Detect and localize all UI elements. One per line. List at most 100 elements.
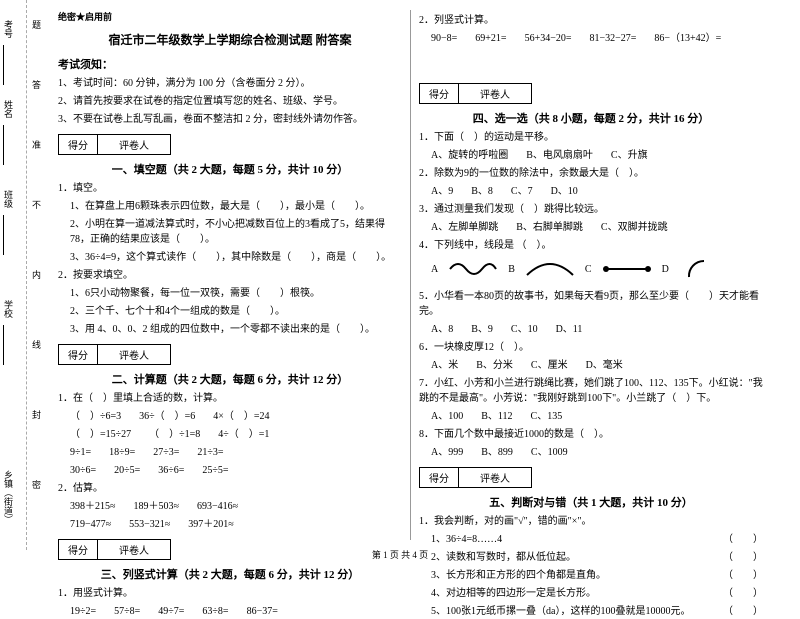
mc-opt: B、分米 <box>476 358 513 373</box>
calc-cell: （ ）÷6=3 <box>70 409 121 424</box>
binding-field: 考号 <box>2 20 15 38</box>
mc-stem: 8．下面几个数中最接近1000的数是（ ）。 <box>419 427 763 442</box>
calc-row: 90−8= 69+21= 56+34−20= 81−32−27= 86−（13+… <box>419 31 763 46</box>
calc-row: （ ）=15÷27 （ ）÷1=8 4÷（ ）=1 <box>58 427 402 442</box>
curve-line-icon <box>525 259 575 279</box>
score-box: 得分 评卷人 <box>419 467 532 488</box>
seal-mark: 内 <box>30 270 43 279</box>
score-box: 得分 评卷人 <box>419 83 532 104</box>
calc-cell: 63÷8= <box>202 604 228 619</box>
calc-cell: 18÷9= <box>109 445 135 460</box>
section-3-title: 三、列竖式计算（共 2 大题，每题 6 分，共计 12 分） <box>58 566 402 582</box>
notice-line: 1、考试时间：60 分钟，满分为 100 分（含卷面分 2 分）。 <box>58 76 402 91</box>
mc-stem: 7．小红、小芳和小兰进行跳绳比赛，她们跳了100、112、135下。小红说："我… <box>419 376 763 406</box>
section-1-title: 一、填空题（共 2 大题，每题 5 分，共计 10 分） <box>58 161 402 177</box>
calc-cell: 90−8= <box>431 31 457 46</box>
calc-row: 398＋215≈ 189＋503≈ 693−416≈ <box>58 499 402 514</box>
binding-field: 姓名 <box>2 100 15 118</box>
calc-cell: 36÷（ ）=6 <box>139 409 195 424</box>
mc-opt: A、左脚单脚跳 <box>431 220 498 235</box>
seal-mark: 不 <box>30 200 43 209</box>
score-label: 得分 <box>420 84 459 103</box>
grader-label: 评卷人 <box>98 345 170 364</box>
tf-item: 5、100张1元纸币摞一叠（da），这样的100叠就是10000元。（ ） <box>419 604 763 619</box>
calc-cell: 56+34−20= <box>525 31 572 46</box>
q-stem: 1．用竖式计算。 <box>58 586 402 601</box>
opt-label: C <box>585 262 592 277</box>
calc-row: 9÷1= 18÷9= 27÷3= 21÷3= <box>58 445 402 460</box>
q-stem: 2．估算。 <box>58 481 402 496</box>
opt-label: D <box>662 262 669 277</box>
calc-cell: 9÷1= <box>70 445 91 460</box>
score-box: 得分 评卷人 <box>58 134 171 155</box>
mc-stem: 2．除数为9的一位数的除法中，余数最大是（ ）。 <box>419 166 763 181</box>
calc-cell: 57÷8= <box>114 604 140 619</box>
calc-cell: 19÷2= <box>70 604 96 619</box>
calc-row: 30÷6= 20÷5= 36÷6= 25÷5= <box>58 463 402 478</box>
secret-label: 绝密★启用前 <box>58 10 402 23</box>
page: 绝密★启用前 宿迁市二年级数学上学期综合检测试题 附答案 考试须知： 1、考试时… <box>0 0 800 550</box>
mc-opt: D、毫米 <box>586 358 623 373</box>
mc-opts: A、100 B、112 C、135 <box>419 409 763 424</box>
shape-options: A B C D <box>419 259 763 279</box>
binding-field: 学校 <box>2 300 15 318</box>
segment-line-icon <box>602 259 652 279</box>
mc-opt: A、999 <box>431 445 463 460</box>
calc-cell: 4÷（ ）=1 <box>218 427 269 442</box>
calc-cell: 27÷3= <box>153 445 179 460</box>
q-stem: 1．填空。 <box>58 181 402 196</box>
fold-line <box>26 0 27 550</box>
q-item: 3、36÷4=9，这个算式读作（ ），其中除数是（ ），商是（ ）。 <box>58 250 402 265</box>
q-stem: 1．我会判断，对的画"√"，错的画"×"。 <box>419 514 763 529</box>
calc-cell: （ ）=15÷27 <box>70 427 131 442</box>
calc-cell: 553−321≈ <box>129 517 170 532</box>
binding-margin: 考号 姓名 班级 学校 乡镇（街道） 题 答 准 不 内 线 封 密 <box>0 0 50 550</box>
seal-mark: 准 <box>30 140 43 149</box>
arc-line-icon <box>679 259 709 279</box>
mc-stem: 3．通过测量我们发现（ ）跳得比较远。 <box>419 202 763 217</box>
calc-cell: 25÷5= <box>202 463 228 478</box>
mc-opt: C、1009 <box>531 445 568 460</box>
calc-cell: 189＋503≈ <box>134 499 180 514</box>
q-stem: 2．按要求填空。 <box>58 268 402 283</box>
mc-opt: C、135 <box>531 409 563 424</box>
grader-label: 评卷人 <box>98 135 170 154</box>
mc-opt: C、双脚并拢跳 <box>601 220 668 235</box>
calc-cell: 30÷6= <box>70 463 96 478</box>
mc-stem: 1．下面（ ）的运动是平移。 <box>419 130 763 145</box>
q-stem: 2．列竖式计算。 <box>419 13 763 28</box>
opt-label: B <box>508 262 515 277</box>
q-item: 3、用 4、0、0、2 组成的四位数中，一个零都不读出来的是（ ）。 <box>58 322 402 337</box>
score-label: 得分 <box>59 135 98 154</box>
grader-label: 评卷人 <box>459 468 531 487</box>
calc-cell: 719−477≈ <box>70 517 111 532</box>
mc-opt: A、米 <box>431 358 458 373</box>
mc-opt: C、7 <box>511 184 533 199</box>
mc-opts: A、米 B、分米 C、厘米 D、毫米 <box>419 358 763 373</box>
seal-mark: 题 <box>30 20 43 29</box>
score-label: 得分 <box>59 345 98 364</box>
page-footer: 第 1 页 共 4 页 <box>0 548 800 561</box>
notice-header: 考试须知： <box>58 56 402 72</box>
mc-opt: A、8 <box>431 322 453 337</box>
right-column: 2．列竖式计算。 90−8= 69+21= 56+34−20= 81−32−27… <box>411 0 771 550</box>
q-item: 2、小明在算一道减法算式时，不小心把减数百位上的3看成了5，结果得78，正确的结… <box>58 217 402 247</box>
calc-cell: 398＋215≈ <box>70 499 116 514</box>
tf-item: 3、长方形和正方形的四个角都是直角。（ ） <box>419 568 763 583</box>
notice-line: 3、不要在试卷上乱写乱画，卷面不整洁扣 2 分，密封线外请勿作答。 <box>58 112 402 127</box>
calc-cell: 4×（ ）=24 <box>213 409 269 424</box>
binding-field: 乡镇（街道） <box>2 470 15 524</box>
mc-opts: A、左脚单脚跳 B、右脚单脚跳 C、双脚并拢跳 <box>419 220 763 235</box>
mc-opt: D、10 <box>551 184 578 199</box>
mc-opts: A、999 B、899 C、1009 <box>419 445 763 460</box>
calc-row: 19÷2= 57÷8= 49÷7= 63÷8= 86−37= <box>58 604 402 619</box>
section-2-title: 二、计算题（共 2 大题，每题 6 分，共计 12 分） <box>58 371 402 387</box>
calc-row: （ ）÷6=3 36÷（ ）=6 4×（ ）=24 <box>58 409 402 424</box>
mc-opt: A、9 <box>431 184 453 199</box>
q-item: 2、三个千、七个十和4个一组成的数是（ ）。 <box>58 304 402 319</box>
mc-opt: B、8 <box>471 184 493 199</box>
seal-mark: 线 <box>30 340 43 349</box>
seal-mark: 封 <box>30 410 43 419</box>
calc-cell: 49÷7= <box>158 604 184 619</box>
calc-cell: （ ）÷1=8 <box>149 427 200 442</box>
